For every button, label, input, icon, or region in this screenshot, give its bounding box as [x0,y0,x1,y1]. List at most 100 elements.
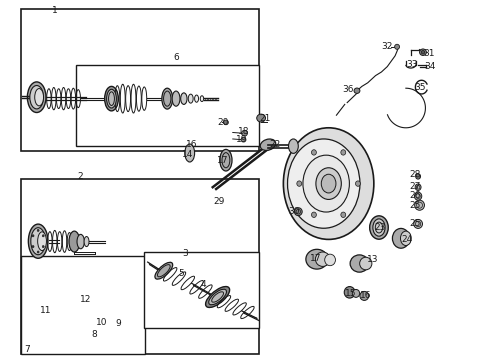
Ellipse shape [414,192,421,200]
Ellipse shape [69,231,80,252]
Text: 35: 35 [413,83,425,92]
Bar [20,9,259,151]
Ellipse shape [172,91,180,106]
Ellipse shape [351,289,359,297]
Ellipse shape [296,181,301,186]
Ellipse shape [294,208,302,216]
Ellipse shape [256,114,265,122]
Text: 32: 32 [381,42,392,51]
Ellipse shape [28,224,48,258]
Text: 15: 15 [345,289,356,298]
Ellipse shape [181,93,186,104]
Bar [76,65,259,146]
Ellipse shape [32,246,34,248]
Ellipse shape [340,150,345,155]
Ellipse shape [241,130,247,136]
Text: 31: 31 [423,49,434,58]
Text: 3: 3 [182,249,187,258]
Ellipse shape [35,89,43,106]
Ellipse shape [340,212,345,217]
Text: 17: 17 [216,156,228,165]
Ellipse shape [184,144,194,162]
Ellipse shape [104,86,118,111]
Text: 26: 26 [408,191,420,199]
Ellipse shape [260,139,275,150]
Ellipse shape [283,128,373,239]
Text: 2: 2 [77,172,82,181]
Ellipse shape [241,138,245,142]
Ellipse shape [37,229,39,231]
Bar [20,256,145,354]
Ellipse shape [162,88,172,109]
Ellipse shape [205,287,229,307]
Ellipse shape [30,86,43,109]
Text: 18: 18 [237,127,249,136]
Ellipse shape [311,212,316,217]
Ellipse shape [37,251,39,253]
Ellipse shape [27,82,46,113]
Text: 25: 25 [408,220,420,229]
Text: 16: 16 [359,292,370,300]
Ellipse shape [353,88,359,94]
Text: 10: 10 [96,319,107,328]
Ellipse shape [321,174,335,193]
Ellipse shape [315,168,341,199]
Text: 36: 36 [342,85,353,94]
Text: 12: 12 [80,295,91,304]
Text: 5: 5 [178,269,183,278]
Text: 17: 17 [309,254,321,263]
Text: 30: 30 [288,207,300,216]
Text: 28: 28 [408,170,420,179]
Ellipse shape [38,232,46,251]
Ellipse shape [223,120,228,125]
Ellipse shape [311,150,316,155]
Ellipse shape [84,237,89,247]
Text: 1: 1 [52,6,58,15]
Ellipse shape [315,252,329,266]
Ellipse shape [287,139,359,228]
Ellipse shape [421,50,424,54]
Text: 16: 16 [186,140,198,149]
Text: 11: 11 [40,306,51,315]
Text: 19: 19 [235,135,247,144]
Text: 34: 34 [424,62,435,71]
Ellipse shape [413,220,422,229]
Ellipse shape [31,228,45,255]
Ellipse shape [42,235,44,237]
Text: 33: 33 [406,60,417,69]
Text: 6: 6 [173,53,179,62]
Ellipse shape [194,95,198,102]
Ellipse shape [400,231,410,246]
Ellipse shape [355,181,360,186]
Ellipse shape [200,96,203,102]
Ellipse shape [188,94,193,103]
Ellipse shape [372,219,385,236]
Ellipse shape [369,216,387,239]
Ellipse shape [32,235,34,237]
Ellipse shape [42,246,44,248]
Ellipse shape [415,174,420,179]
Text: 27: 27 [408,182,420,191]
Text: 21: 21 [259,114,271,122]
Text: 13: 13 [366,256,378,264]
Text: 9: 9 [115,320,121,328]
Ellipse shape [106,89,116,108]
Ellipse shape [349,255,368,272]
Ellipse shape [288,139,298,153]
Ellipse shape [414,184,420,190]
Ellipse shape [359,257,371,270]
Bar [20,179,259,354]
Ellipse shape [394,44,399,49]
Text: 25: 25 [408,201,420,210]
Text: 29: 29 [213,197,224,206]
Ellipse shape [77,234,84,249]
Text: 20: 20 [217,118,228,127]
Text: 8: 8 [91,330,97,338]
Text: 4: 4 [200,280,205,289]
Ellipse shape [324,254,335,266]
Ellipse shape [419,49,426,55]
Ellipse shape [414,200,424,210]
Text: 24: 24 [401,235,412,244]
Text: 22: 22 [268,140,280,149]
Ellipse shape [305,249,327,269]
